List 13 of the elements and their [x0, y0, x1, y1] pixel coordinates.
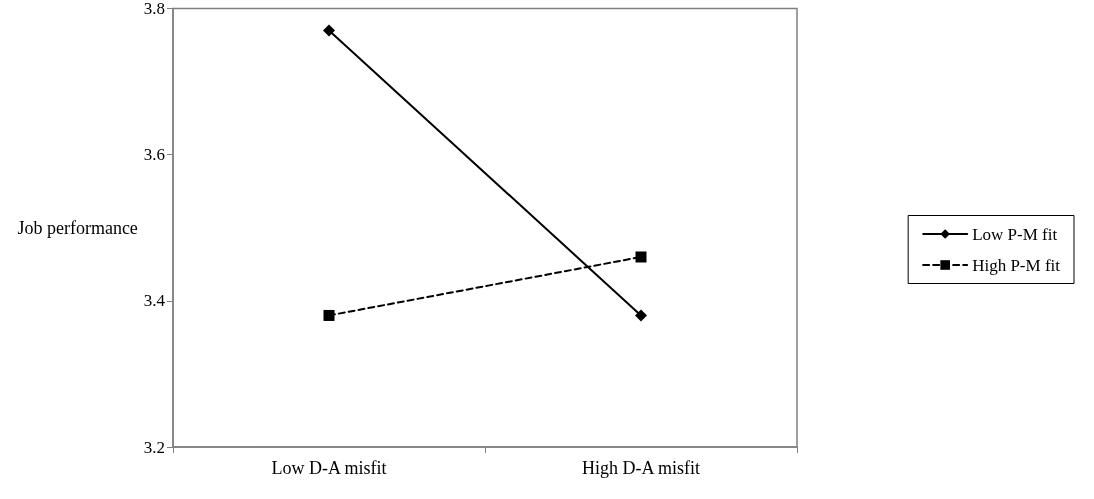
point — [635, 251, 647, 263]
legend-label: High P-M fit — [972, 255, 1061, 275]
x-tick-label: High D-A misfit — [581, 458, 701, 478]
x-tick-label: Low D-A misfit — [271, 458, 387, 478]
y-tick-label: 3.4 — [143, 291, 166, 311]
point — [635, 309, 647, 322]
point — [323, 24, 335, 37]
point — [323, 309, 335, 321]
y-axis-title: Job performance — [17, 217, 138, 238]
y-tick-label: 3.2 — [143, 437, 165, 457]
legend-label: Low P-M fit — [972, 224, 1058, 244]
y-tick-label: 3.8 — [143, 0, 165, 18]
y-tick-label: 3.6 — [143, 145, 165, 165]
